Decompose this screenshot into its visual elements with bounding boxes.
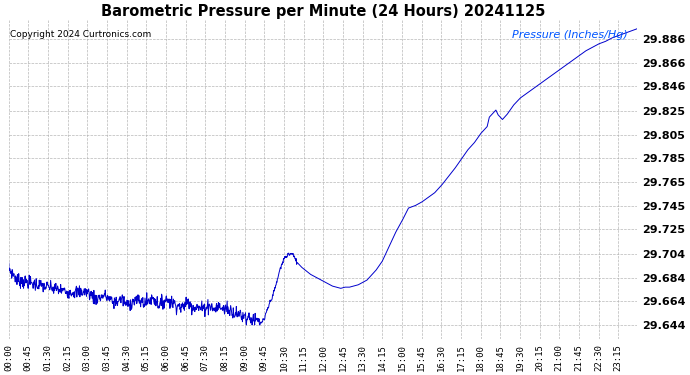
Text: Copyright 2024 Curtronics.com: Copyright 2024 Curtronics.com xyxy=(10,30,151,39)
Title: Barometric Pressure per Minute (24 Hours) 20241125: Barometric Pressure per Minute (24 Hours… xyxy=(101,4,545,19)
Text: Pressure (Inches/Hg): Pressure (Inches/Hg) xyxy=(512,30,628,40)
